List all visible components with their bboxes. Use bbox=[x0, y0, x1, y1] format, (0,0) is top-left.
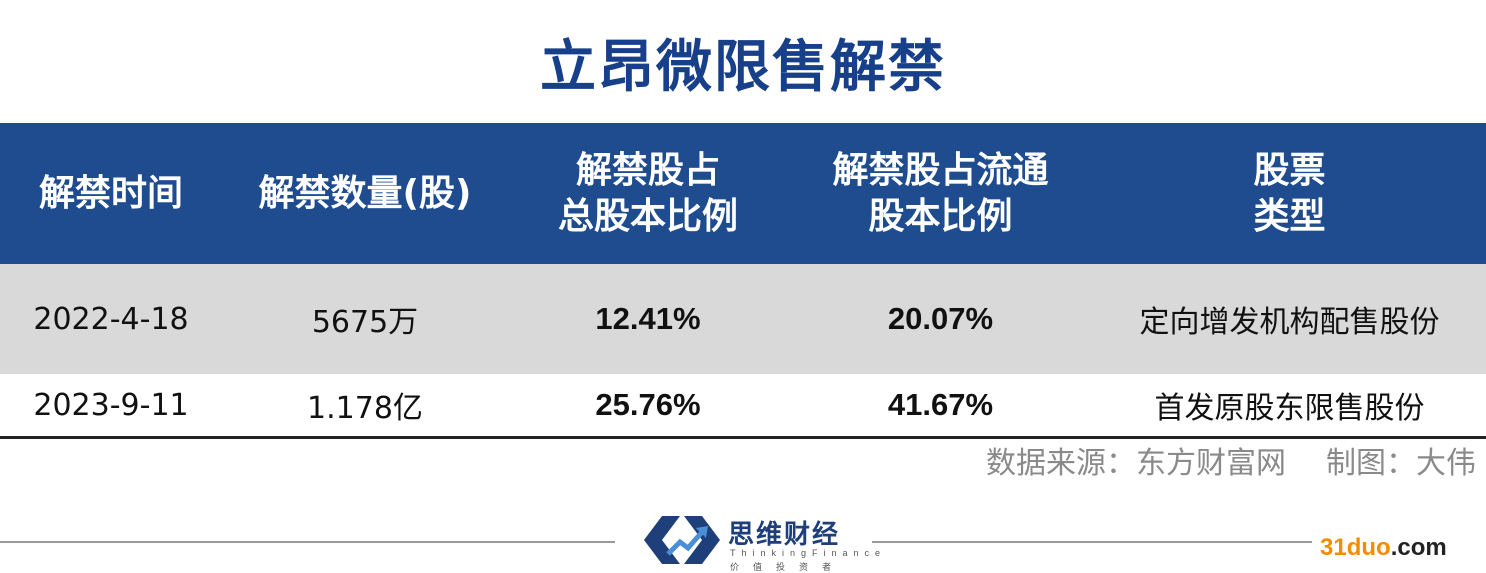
cell-date: 2022-4-18 bbox=[33, 301, 189, 337]
logo-name: 思维财经 bbox=[728, 520, 841, 550]
cell-pct-total: 12.41% bbox=[595, 301, 701, 336]
divider-left bbox=[0, 541, 615, 543]
logo-mark-icon bbox=[644, 516, 720, 564]
brand-logo: 思维财经 ThinkingFinance 价值投资者 bbox=[640, 510, 880, 573]
watermark-part2: .com bbox=[1390, 534, 1447, 561]
site-watermark: 31duo.com bbox=[1320, 534, 1447, 562]
header-pct-total: 解禁股占 总股本比例 bbox=[557, 149, 738, 237]
cell-quantity: 5675万 bbox=[311, 305, 419, 340]
source-note: 数据来源：东方财富网 制图：大伟 bbox=[986, 438, 1476, 482]
logo-subtitle: ThinkingFinance bbox=[730, 548, 887, 558]
cell-pct-total: 25.76% bbox=[595, 387, 701, 422]
divider-right bbox=[872, 541, 1312, 543]
cell-pct-float: 41.67% bbox=[887, 387, 994, 422]
table-header: 解禁时间 解禁数量(股) 解禁股占 总股本比例 解禁股占流通 股本比例 股票 类… bbox=[0, 123, 1486, 264]
table-row: 2022-4-18 5675万 12.41% 20.07% 定向增发机构配售股份 bbox=[0, 264, 1486, 374]
lockup-table: 解禁时间 解禁数量(股) 解禁股占 总股本比例 解禁股占流通 股本比例 股票 类… bbox=[0, 123, 1486, 439]
cell-share-type: 定向增发机构配售股份 bbox=[1139, 305, 1440, 340]
cell-pct-float: 20.07% bbox=[887, 301, 994, 336]
chart-by-text: 制图：大伟 bbox=[1326, 446, 1476, 481]
page-title: 立昂微限售解禁 bbox=[540, 35, 946, 100]
watermark-part1: 31duo bbox=[1320, 534, 1391, 561]
cell-share-type: 首发原股东限售股份 bbox=[1154, 391, 1425, 426]
cell-quantity: 1.178亿 bbox=[307, 391, 423, 426]
header-pct-float: 解禁股占流通 股本比例 bbox=[832, 149, 1049, 237]
header-share-type: 股票 类型 bbox=[1253, 149, 1326, 237]
data-source-text: 数据来源：东方财富网 bbox=[986, 446, 1286, 481]
header-quantity: 解禁数量(股) bbox=[258, 172, 472, 214]
header-date: 解禁时间 bbox=[38, 172, 183, 214]
logo-slogan: 价值投资者 bbox=[730, 563, 846, 573]
cell-date: 2023-9-11 bbox=[33, 387, 189, 423]
table-row: 2023-9-11 1.178亿 25.76% 41.67% 首发原股东限售股份 bbox=[0, 374, 1486, 439]
